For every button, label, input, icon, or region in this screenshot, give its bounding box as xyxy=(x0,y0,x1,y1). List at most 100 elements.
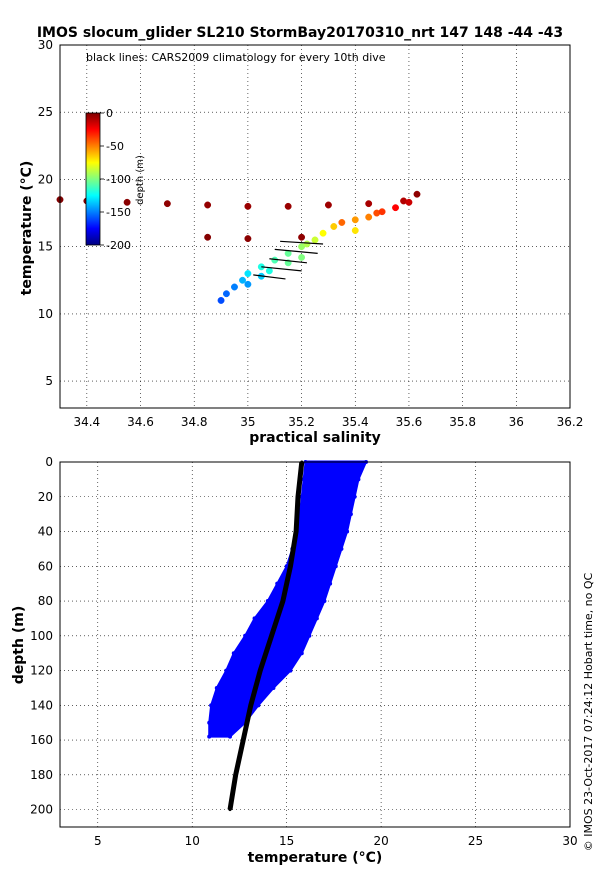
top-data-point xyxy=(311,236,319,244)
bottom-data-point xyxy=(339,546,344,551)
glider-temperature-envelope xyxy=(208,461,368,738)
top-climatology-line xyxy=(280,240,324,245)
bottom-data-point xyxy=(265,599,270,604)
top-data-point xyxy=(365,213,373,221)
bottom-x-tick-label: 15 xyxy=(279,834,294,848)
top-data-point xyxy=(239,276,246,284)
top-data-point xyxy=(324,201,332,209)
top-x-ticks: 34.4 34.6 34.8 35 35.2 35.4 35.6 35.8 36 36.2 xyxy=(73,415,583,429)
top-data-point xyxy=(244,280,252,288)
bottom-data-point xyxy=(333,564,338,569)
top-plot-area xyxy=(59,44,571,409)
bottom-data-point xyxy=(345,529,350,534)
bottom-y-tick-label: 0 xyxy=(45,455,53,469)
bottom-data-point xyxy=(307,633,312,638)
top-x-tick-label: 36.2 xyxy=(557,415,584,429)
bottom-data-point xyxy=(275,581,280,586)
top-x-tick-label: 35.4 xyxy=(342,415,369,429)
top-data-point xyxy=(298,253,306,261)
colorbar-tick-label: -150 xyxy=(106,206,131,219)
bottom-data-point xyxy=(214,685,219,690)
top-data-point xyxy=(217,296,225,304)
top-data-point xyxy=(222,290,230,298)
climatology-point xyxy=(288,564,292,568)
climatology-point xyxy=(281,599,285,603)
top-climatology-line xyxy=(269,258,308,264)
top-x-tick-label: 35.6 xyxy=(396,415,423,429)
bottom-data-point xyxy=(224,668,229,673)
top-y-ticks: 5 10 15 20 25 30 xyxy=(38,38,53,388)
climatology-point xyxy=(270,634,274,638)
top-data-point xyxy=(231,283,238,291)
top-y-tick-label: 15 xyxy=(38,240,53,254)
top-x-axis-label: practical salinity xyxy=(249,430,381,446)
top-data-point xyxy=(413,190,421,198)
bottom-plot-area xyxy=(59,461,571,828)
top-y-axis-label: temperature (°C) xyxy=(19,161,35,296)
bottom-x-tick-label: 30 xyxy=(562,834,577,848)
bottom-x-tick-label: 5 xyxy=(94,834,102,848)
bottom-data-point xyxy=(299,651,304,656)
bottom-data-point xyxy=(228,734,232,739)
bottom-data-point xyxy=(231,651,236,656)
top-x-tick-label: 34.6 xyxy=(127,415,154,429)
bottom-y-tick-label: 40 xyxy=(38,525,53,539)
bottom-y-tick-label: 180 xyxy=(30,768,53,782)
climatology-point xyxy=(228,808,232,812)
bottom-data-point xyxy=(356,477,361,482)
bottom-y-tick-label: 20 xyxy=(38,490,53,504)
bottom-data-point xyxy=(252,616,257,621)
top-data-point xyxy=(298,233,306,241)
top-data-point xyxy=(303,240,311,248)
bottom-data-point xyxy=(322,599,327,604)
climatology-point xyxy=(258,669,262,673)
bottom-x-tick-label: 10 xyxy=(185,834,200,848)
bottom-y-tick-label: 160 xyxy=(30,733,53,747)
top-annotation: black lines: CARS2009 climatology for ev… xyxy=(86,51,386,64)
top-climatology-line xyxy=(274,248,318,254)
climatology-point xyxy=(249,703,253,707)
top-x-tick-label: 34.8 xyxy=(181,415,208,429)
bottom-x-axis-label: temperature (°C) xyxy=(248,850,383,866)
top-climatology-lines xyxy=(253,240,324,280)
bottom-y-tick-label: 100 xyxy=(30,629,53,643)
climatology-point xyxy=(296,495,300,499)
colorbar-label: depth (m) xyxy=(135,155,146,205)
top-data-point xyxy=(244,202,252,210)
top-x-tick-label: 35.8 xyxy=(449,415,476,429)
top-data-point xyxy=(298,243,306,251)
top-x-tick-label: 36 xyxy=(509,415,524,429)
top-data-point xyxy=(265,267,273,275)
top-x-tick-label: 35 xyxy=(240,415,255,429)
credit-text: © IMOS 23-Oct-2017 07:24:12 Hobart time,… xyxy=(582,572,595,851)
colorbar-tick-label: 0 xyxy=(106,107,113,120)
colorbar-tick-label: -100 xyxy=(106,173,131,186)
bottom-x-tick-label: 20 xyxy=(373,834,388,848)
bottom-data-point xyxy=(243,633,248,638)
bottom-data-point xyxy=(328,581,333,586)
climatology-point xyxy=(234,773,238,777)
bottom-data-point xyxy=(209,703,214,708)
bottom-data-point xyxy=(299,494,304,499)
bottom-grid xyxy=(60,462,570,827)
top-data-point xyxy=(365,200,373,208)
top-data-point xyxy=(284,202,292,210)
top-data-points xyxy=(56,190,421,304)
top-data-point xyxy=(319,229,327,237)
top-x-tick-label: 34.4 xyxy=(73,415,100,429)
bottom-data-point xyxy=(348,512,353,517)
bottom-data-points xyxy=(207,460,368,812)
top-y-tick-label: 10 xyxy=(38,307,53,321)
colorbar-tick-label: -50 xyxy=(106,140,124,153)
bottom-y-tick-label: 120 xyxy=(30,664,53,678)
top-data-point xyxy=(244,235,252,243)
top-y-tick-label: 25 xyxy=(38,105,53,119)
top-data-point xyxy=(204,233,212,241)
bottom-data-point xyxy=(314,616,319,621)
top-climatology-line xyxy=(253,274,286,280)
top-x-tick-label: 35.2 xyxy=(288,415,315,429)
bottom-data-point xyxy=(301,477,306,482)
climatology-point xyxy=(241,738,245,742)
bottom-y-tick-label: 200 xyxy=(30,803,53,817)
